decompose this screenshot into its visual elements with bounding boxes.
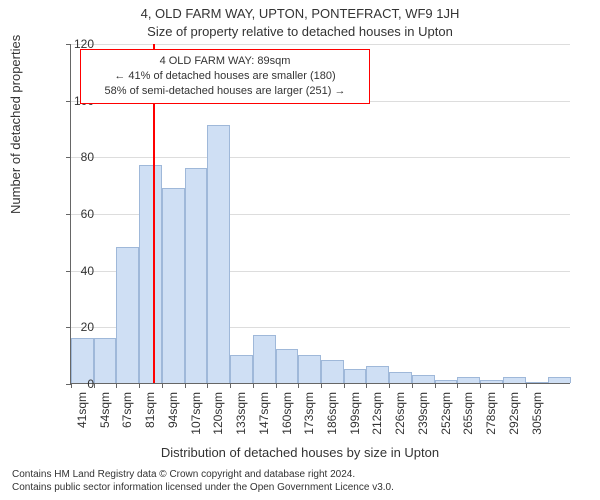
y-tick-label: 80 <box>54 150 94 164</box>
x-tick-label: 252sqm <box>439 392 453 452</box>
x-tick-label: 67sqm <box>120 392 134 452</box>
histogram-bar <box>366 366 389 383</box>
histogram-bar <box>162 188 185 384</box>
y-axis-title: Number of detached properties <box>8 35 23 214</box>
histogram-bar <box>526 382 549 383</box>
histogram-bar <box>207 125 230 383</box>
x-tick-mark <box>389 383 390 388</box>
y-tick-label: 20 <box>54 320 94 334</box>
histogram-bar <box>321 360 344 383</box>
histogram-bar <box>435 380 458 383</box>
x-tick-mark <box>276 383 277 388</box>
gridline <box>71 157 570 158</box>
x-tick-label: 292sqm <box>507 392 521 452</box>
histogram-bar <box>253 335 276 383</box>
chart-container: 4, OLD FARM WAY, UPTON, PONTEFRACT, WF9 … <box>0 0 600 500</box>
x-tick-mark <box>207 383 208 388</box>
x-tick-mark <box>230 383 231 388</box>
histogram-bar <box>412 375 435 384</box>
x-tick-mark <box>162 383 163 388</box>
x-tick-mark <box>185 383 186 388</box>
y-tick-label: 0 <box>54 377 94 391</box>
attribution-footer: Contains HM Land Registry data © Crown c… <box>12 468 394 494</box>
footer-line-2: Contains public sector information licen… <box>12 481 394 494</box>
histogram-bar <box>139 165 162 383</box>
x-tick-label: 81sqm <box>143 392 157 452</box>
x-tick-label: 94sqm <box>166 392 180 452</box>
x-tick-label: 278sqm <box>484 392 498 452</box>
histogram-bar <box>457 377 480 383</box>
x-tick-label: 212sqm <box>370 392 384 452</box>
x-tick-mark <box>503 383 504 388</box>
histogram-bar <box>548 377 571 383</box>
x-tick-label: 54sqm <box>98 392 112 452</box>
x-tick-mark <box>412 383 413 388</box>
x-tick-mark <box>457 383 458 388</box>
footer-line-1: Contains HM Land Registry data © Crown c… <box>12 468 394 481</box>
y-tick-label: 60 <box>54 207 94 221</box>
histogram-bar <box>503 377 526 383</box>
x-tick-mark <box>321 383 322 388</box>
x-tick-mark <box>526 383 527 388</box>
histogram-bar <box>116 247 139 383</box>
x-tick-label: 41sqm <box>75 392 89 452</box>
x-tick-mark <box>344 383 345 388</box>
histogram-bar <box>298 355 321 383</box>
histogram-bar <box>389 372 412 383</box>
histogram-bar <box>185 168 208 383</box>
x-tick-label: 199sqm <box>348 392 362 452</box>
title-line-1: 4, OLD FARM WAY, UPTON, PONTEFRACT, WF9 … <box>0 6 600 21</box>
x-tick-label: 107sqm <box>189 392 203 452</box>
x-tick-label: 133sqm <box>234 392 248 452</box>
x-tick-label: 173sqm <box>302 392 316 452</box>
annotation-line: 4 OLD FARM WAY: 89sqm <box>89 54 361 69</box>
x-tick-mark <box>435 383 436 388</box>
x-tick-label: 120sqm <box>211 392 225 452</box>
x-tick-label: 305sqm <box>530 392 544 452</box>
x-tick-label: 160sqm <box>280 392 294 452</box>
annotation-line: ← 41% of detached houses are smaller (18… <box>89 69 361 84</box>
x-tick-mark <box>480 383 481 388</box>
x-tick-label: 239sqm <box>416 392 430 452</box>
histogram-bar <box>230 355 253 383</box>
y-tick-label: 40 <box>54 264 94 278</box>
x-tick-mark <box>116 383 117 388</box>
annotation-line: 58% of semi-detached houses are larger (… <box>89 84 361 99</box>
histogram-bar <box>344 369 367 383</box>
x-tick-mark <box>298 383 299 388</box>
x-tick-mark <box>366 383 367 388</box>
x-tick-label: 186sqm <box>325 392 339 452</box>
x-tick-label: 265sqm <box>461 392 475 452</box>
x-tick-label: 147sqm <box>257 392 271 452</box>
x-tick-mark <box>253 383 254 388</box>
gridline <box>71 44 570 45</box>
x-tick-label: 226sqm <box>393 392 407 452</box>
histogram-bar <box>94 338 117 383</box>
x-tick-mark <box>139 383 140 388</box>
histogram-bar <box>276 349 299 383</box>
histogram-bar <box>480 380 503 383</box>
annotation-box: 4 OLD FARM WAY: 89sqm← 41% of detached h… <box>80 49 370 104</box>
